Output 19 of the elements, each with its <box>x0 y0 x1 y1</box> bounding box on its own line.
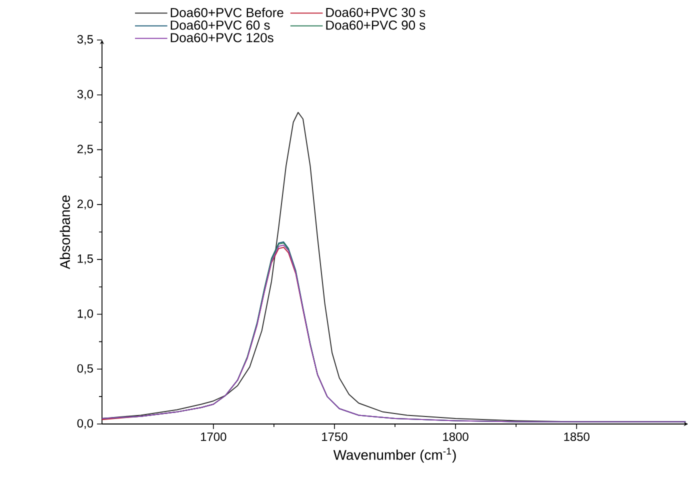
y-tick-label: 1,0 <box>78 309 94 320</box>
legend-label: Doa60+PVC 120s <box>170 33 274 42</box>
y-tick-label: 2,5 <box>77 144 93 155</box>
x-tick-label: 1850 <box>564 432 590 441</box>
x-tick-label: 1750 <box>322 432 348 441</box>
y-tick-label: 1,5 <box>78 254 93 264</box>
y-tick-label: 2,0 <box>77 200 94 210</box>
y-tick-label: 3,0 <box>77 90 94 100</box>
x-tick-label: 1700 <box>201 432 226 441</box>
legend-label: Doa60+PVC 60 s <box>170 20 270 30</box>
y-tick-label: 3,5 <box>77 35 93 45</box>
legend-label: Doa60+PVC Before <box>170 8 284 18</box>
x-tick-label: 1800 <box>443 432 468 441</box>
legend-label: Doa60+PVC 30 s <box>326 8 426 18</box>
y-tick-label: 0,5 <box>77 364 93 374</box>
y-tick-label: 0,0 <box>77 419 94 429</box>
x-axis-title: Wavenumber (cm$^{-1}$) <box>333 448 456 463</box>
y-axis-title: Absorbance <box>60 195 70 270</box>
legend-label: Doa60+PVC 90 s <box>326 20 426 30</box>
